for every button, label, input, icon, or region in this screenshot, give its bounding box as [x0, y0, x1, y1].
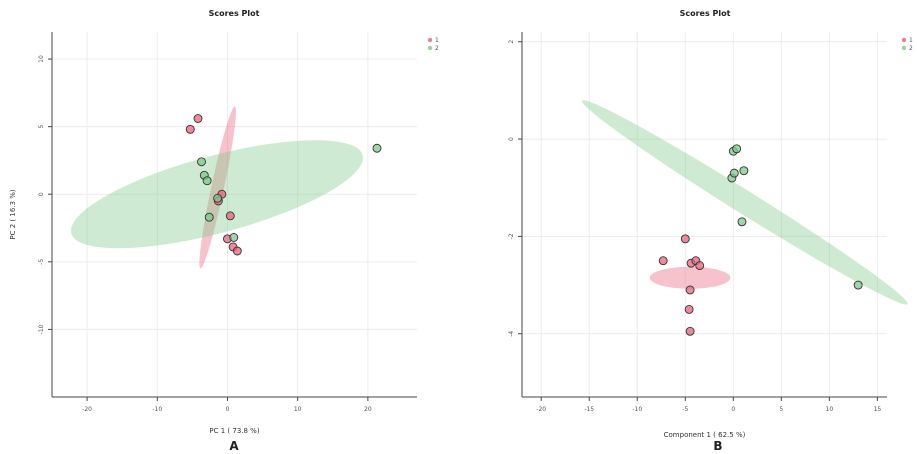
x-tick-label: 20	[364, 406, 372, 413]
panel-label: B	[713, 439, 722, 453]
legend: 12	[901, 37, 913, 52]
y-tick-label: 0	[38, 192, 45, 196]
data-point-group-2	[739, 166, 749, 176]
data-point-group-2	[853, 280, 863, 290]
x-axis-label: PC 1 ( 73.8 %)	[209, 427, 259, 435]
y-tick-label: -5	[38, 259, 45, 265]
chart-title: Scores Plot	[680, 9, 731, 18]
data-point-group-2	[197, 157, 206, 167]
x-tick-label: 0	[731, 406, 735, 413]
data-point-group-1	[685, 285, 695, 295]
x-tick-label: -20	[536, 406, 546, 413]
legend-marker-group-1	[427, 37, 433, 43]
x-tick-label: -10	[152, 406, 162, 413]
y-tick-label: 5	[38, 125, 45, 129]
data-point-group-1	[658, 256, 668, 266]
data-point-group-1	[684, 304, 694, 314]
y-tick-label: -10	[38, 324, 45, 334]
data-point-group-2	[204, 212, 214, 222]
data-point-group-2	[372, 143, 382, 153]
confidence-ellipse-group-1	[649, 266, 731, 289]
data-point-group-1	[193, 114, 203, 123]
legend-label: 1	[435, 37, 439, 44]
legend: 12	[427, 37, 439, 52]
x-tick-label: 10	[826, 406, 834, 413]
confidence-ellipse-group-1	[199, 106, 236, 269]
data-point-group-1	[695, 261, 705, 271]
data-point-group-2	[737, 217, 747, 227]
legend-marker-group-1	[901, 37, 907, 43]
x-tick-label: 15	[874, 406, 882, 413]
legend-marker-group-2	[427, 45, 433, 51]
x-tick-label: -15	[584, 406, 594, 413]
chart-title: Scores Plot	[209, 9, 260, 18]
x-tick-label: 5	[779, 406, 783, 413]
data-point-group-1	[232, 246, 242, 256]
data-point-group-2	[213, 193, 223, 203]
chart-panel-a: -20 -10 0 10 20 10 5 0 -5 -10 Scores Plot PC 1 ( 73…	[9, 9, 439, 453]
legend-marker-group-2	[901, 45, 907, 51]
y-tick-label: -4	[508, 331, 515, 337]
plot-area	[522, 32, 887, 397]
data-point-group-2	[229, 233, 239, 242]
legend-label: 2	[435, 45, 439, 52]
x-axis-label: Component 1 ( 62.5 %)	[664, 431, 746, 439]
legend-label: 2	[909, 45, 913, 52]
panel-label: A	[229, 439, 239, 453]
confidence-ellipse-group-2	[581, 100, 908, 305]
x-tick-label: -20	[82, 406, 92, 413]
y-tick-label: 2	[508, 40, 515, 44]
x-tick-label: 0	[226, 406, 230, 413]
y-tick-label: 10	[38, 55, 45, 63]
y-tick-label: 0	[508, 137, 515, 141]
y-tick-label: -2	[508, 233, 515, 239]
legend-label: 1	[909, 37, 913, 44]
data-point-group-1	[225, 211, 235, 221]
data-point-group-1	[680, 234, 690, 244]
x-tick-label: 10	[294, 406, 302, 413]
data-point-group-1	[185, 124, 195, 134]
x-tick-label: -5	[682, 406, 688, 413]
data-point-group-2	[732, 144, 742, 154]
x-tick-label: -10	[632, 406, 642, 413]
data-point-group-1	[685, 326, 695, 336]
data-point-group-2	[202, 176, 212, 186]
data-point-group-2	[729, 168, 739, 178]
y-axis-label: PC 2 ( 16.3 %)	[9, 189, 17, 239]
